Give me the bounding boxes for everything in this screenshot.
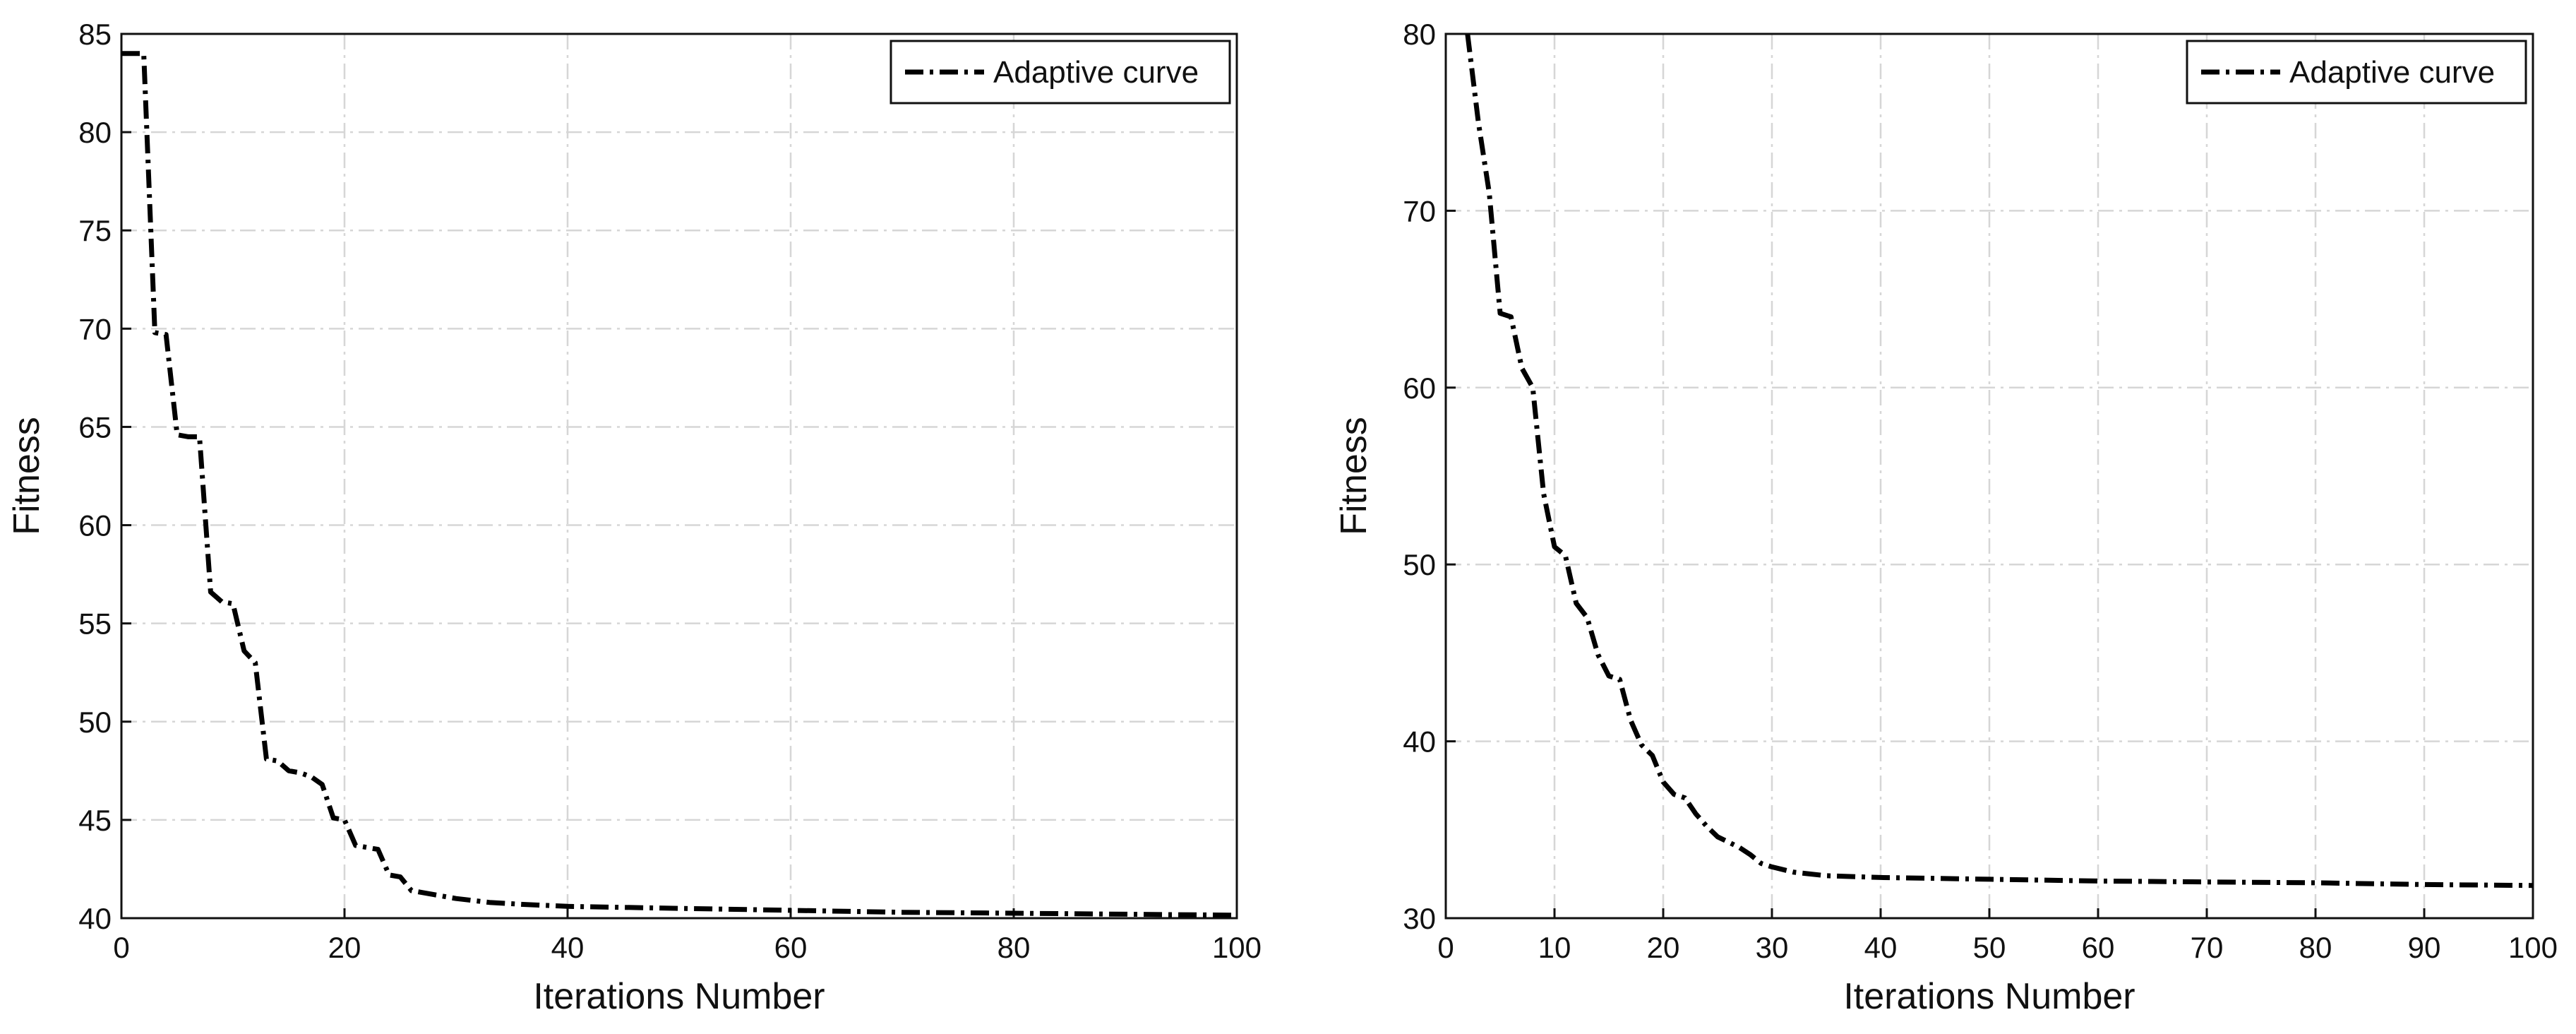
x-tick-label: 40 — [1864, 931, 1898, 964]
x-tick-label: 10 — [1538, 931, 1571, 964]
x-tick-label: 50 — [1973, 931, 2006, 964]
x-tick-labels-left: 0 20 40 60 80 100 — [113, 908, 1262, 964]
x-tick-label: 40 — [551, 931, 585, 964]
plot-area-left — [120, 32, 1238, 920]
y-tick-label: 45 — [78, 804, 112, 837]
y-tick-label: 70 — [1403, 194, 1436, 227]
x-tick-label: 100 — [1212, 931, 1262, 964]
series-line-adaptive-curve — [1465, 33, 2534, 889]
y-tick-label: 60 — [78, 509, 112, 542]
x-tick-label: 30 — [1756, 931, 1789, 964]
y-axis-label-right: Fitness — [1334, 417, 1374, 535]
y-tick-labels-left: 40 45 50 55 60 65 70 75 80 85 — [78, 18, 131, 935]
series-layer-left — [121, 51, 1238, 918]
y-tick-labels-right: 30 40 50 60 70 80 — [1403, 18, 1456, 935]
x-tick-label: 60 — [774, 931, 808, 964]
legend-label-right: Adaptive curve — [2289, 55, 2495, 90]
legend-left: Adaptive curve — [889, 40, 1231, 105]
legend-right: Adaptive curve — [2186, 40, 2527, 105]
x-tick-label: 80 — [2299, 931, 2332, 964]
x-tick-label: 60 — [2082, 931, 2115, 964]
chart-left: 0 20 40 60 80 100 40 45 50 55 60 65 70 75 80 85 Iterat… — [6, 18, 1262, 1017]
grid-lines-left — [121, 34, 1237, 918]
y-tick-label: 80 — [78, 116, 112, 149]
y-tick-label: 75 — [78, 214, 112, 247]
x-tick-label: 0 — [113, 931, 129, 964]
y-tick-label: 50 — [78, 706, 112, 739]
y-tick-label: 70 — [78, 312, 112, 345]
chart-right: 0 10 20 30 40 50 60 70 80 90 100 30 40 50 60 70 80 Iter… — [1334, 18, 2558, 1017]
y-tick-label: 60 — [1403, 372, 1436, 405]
x-tick-label: 0 — [1437, 931, 1454, 964]
grid-lines-right — [1446, 34, 2533, 918]
x-tick-label: 80 — [998, 931, 1031, 964]
x-tick-label: 100 — [2508, 931, 2558, 964]
y-tick-label: 55 — [78, 607, 112, 641]
x-tick-label: 90 — [2408, 931, 2441, 964]
x-tick-label: 20 — [328, 931, 361, 964]
y-tick-label: 30 — [1403, 902, 1436, 935]
series-line-adaptive-curve — [121, 51, 1238, 918]
x-axis-label-right: Iterations Number — [1843, 976, 2135, 1017]
y-tick-label: 65 — [78, 410, 112, 444]
legend-label-left: Adaptive curve — [993, 55, 1199, 90]
y-tick-label: 50 — [1403, 548, 1436, 581]
y-tick-label: 80 — [1403, 18, 1436, 51]
x-tick-label: 20 — [1647, 931, 1680, 964]
y-tick-label: 85 — [78, 18, 112, 51]
y-tick-label: 40 — [1403, 725, 1436, 759]
y-tick-label: 40 — [78, 902, 112, 935]
x-axis-label-left: Iterations Number — [533, 976, 825, 1017]
x-tick-label: 70 — [2191, 931, 2224, 964]
x-tick-labels-right: 0 10 20 30 40 50 60 70 80 90 100 — [1437, 908, 2558, 964]
series-layer-right — [1465, 33, 2534, 889]
y-axis-label-left: Fitness — [6, 417, 47, 535]
